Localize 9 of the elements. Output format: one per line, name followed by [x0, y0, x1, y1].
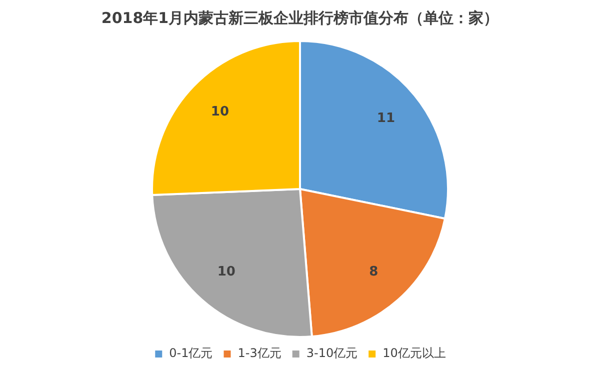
legend-label: 10亿元以上: [382, 346, 446, 360]
data-label: 10: [210, 104, 229, 120]
legend-label: 1-3亿元: [238, 346, 282, 360]
legend-label: 0-1亿元: [169, 346, 213, 360]
data-label: 10: [217, 264, 236, 280]
legend-label: 3-10亿元: [306, 346, 358, 360]
data-label: 11: [376, 111, 396, 126]
chart-title: 2018年1月内蒙古新三板企业排行榜市值分布（单位：家）: [101, 8, 499, 27]
data-label: 8: [369, 264, 378, 280]
